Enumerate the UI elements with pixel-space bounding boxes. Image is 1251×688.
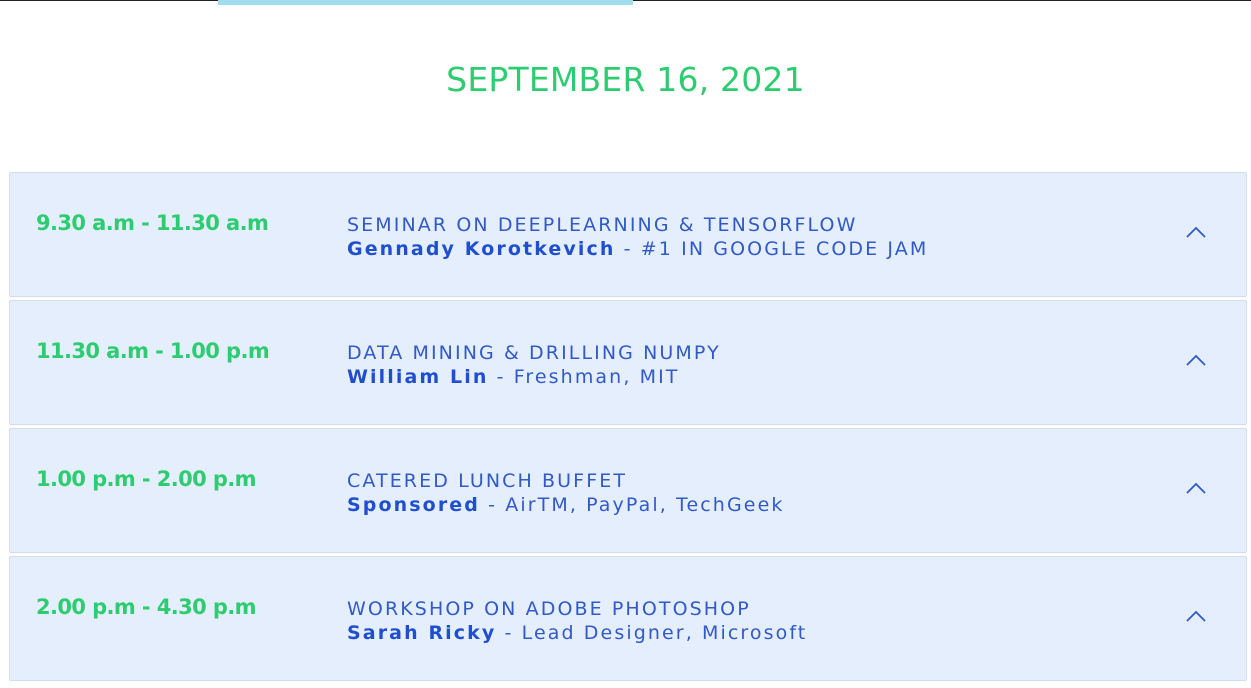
session-title: SEMINAR ON DEEPLEARNING & TENSORFLOW (347, 214, 858, 236)
session-title: CATERED LUNCH BUFFET (347, 470, 628, 492)
speaker-name: Gennady Korotkevich (347, 238, 616, 260)
schedule-row[interactable]: 1.00 p.m - 2.00 p.m CATERED LUNCH BUFFET… (9, 428, 1247, 553)
active-tab-indicator (218, 0, 633, 5)
chevron-up-icon[interactable] (1185, 353, 1207, 367)
speaker-line: William Lin - Freshman, MIT (347, 365, 721, 389)
session-details: CATERED LUNCH BUFFET Sponsored - AirTM, … (347, 469, 784, 517)
speaker-role: Lead Designer, Microsoft (521, 622, 808, 644)
chevron-up-icon[interactable] (1185, 225, 1207, 239)
speaker-role: #1 IN GOOGLE CODE JAM (640, 238, 929, 260)
speaker-role: AirTM, PayPal, TechGeek (505, 494, 785, 516)
session-time: 11.30 a.m - 1.00 p.m (36, 339, 270, 363)
schedule-list: 9.30 a.m - 11.30 a.m SEMINAR ON DEEPLEAR… (9, 172, 1247, 684)
speaker-name: Sponsored (347, 494, 480, 516)
chevron-up-icon[interactable] (1185, 609, 1207, 623)
speaker-role: Freshman, MIT (513, 366, 680, 388)
session-title: WORKSHOP ON ADOBE PHOTOSHOP (347, 598, 751, 620)
session-time: 1.00 p.m - 2.00 p.m (36, 467, 257, 491)
date-heading: SEPTEMBER 16, 2021 (446, 60, 805, 99)
speaker-separator: - (479, 494, 506, 516)
speaker-line: Sarah Ricky - Lead Designer, Microsoft (347, 621, 807, 645)
session-details: WORKSHOP ON ADOBE PHOTOSHOP Sarah Ricky … (347, 597, 807, 645)
session-time: 2.00 p.m - 4.30 p.m (36, 595, 257, 619)
speaker-separator: - (496, 622, 522, 644)
schedule-row[interactable]: 2.00 p.m - 4.30 p.m WORKSHOP ON ADOBE PH… (9, 556, 1247, 681)
speaker-name: Sarah Ricky (347, 622, 497, 644)
chevron-up-icon[interactable] (1185, 481, 1207, 495)
schedule-row[interactable]: 9.30 a.m - 11.30 a.m SEMINAR ON DEEPLEAR… (9, 172, 1247, 297)
speaker-separator: - (488, 366, 514, 388)
speaker-line: Gennady Korotkevich - #1 IN GOOGLE CODE … (347, 237, 928, 261)
session-details: SEMINAR ON DEEPLEARNING & TENSORFLOW Gen… (347, 213, 928, 261)
speaker-line: Sponsored - AirTM, PayPal, TechGeek (347, 493, 784, 517)
session-details: DATA MINING & DRILLING NUMPY William Lin… (347, 341, 721, 389)
speaker-separator: - (615, 238, 641, 260)
schedule-row[interactable]: 11.30 a.m - 1.00 p.m DATA MINING & DRILL… (9, 300, 1247, 425)
speaker-name: William Lin (347, 366, 489, 388)
session-title: DATA MINING & DRILLING NUMPY (347, 342, 721, 364)
session-time: 9.30 a.m - 11.30 a.m (36, 211, 269, 235)
